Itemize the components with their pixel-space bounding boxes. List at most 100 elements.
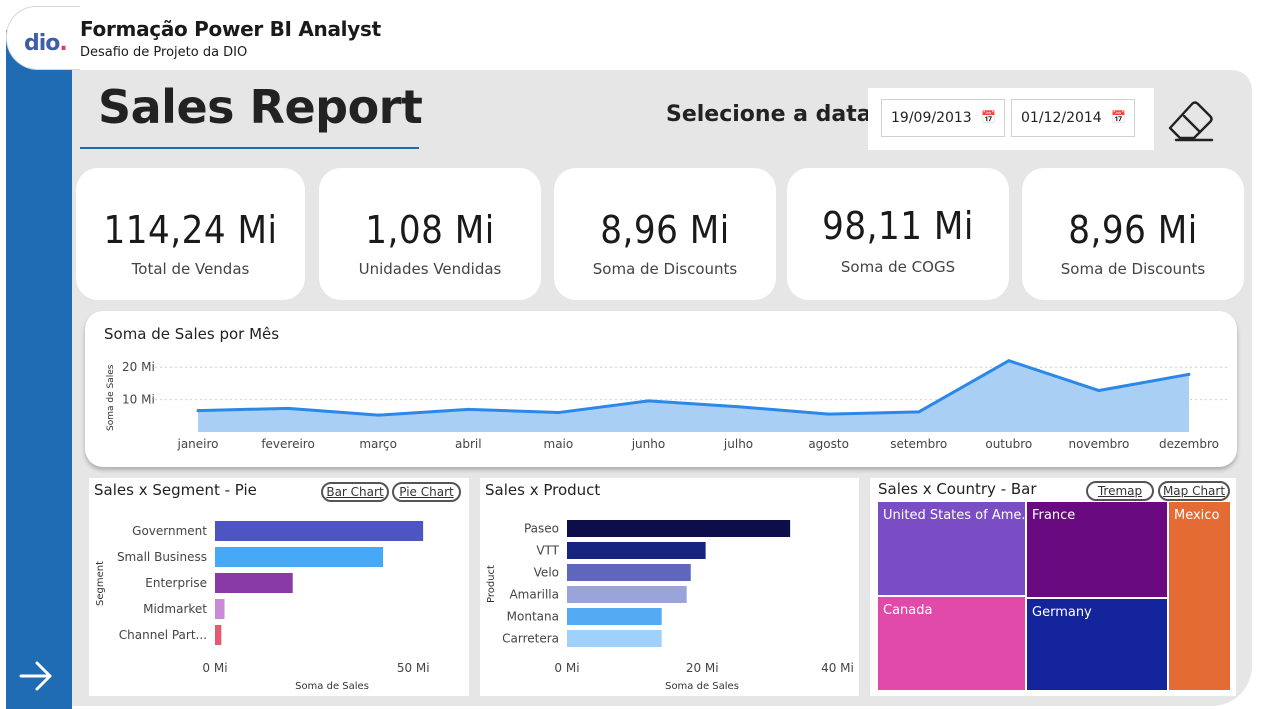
category-label: Small Business	[117, 550, 207, 564]
data-point	[827, 412, 831, 416]
calendar-icon[interactable]: 📅	[981, 110, 996, 124]
bar	[215, 573, 293, 593]
x-tick-label: abril	[455, 437, 482, 451]
kpi-label: Unidades Vendidas	[358, 260, 502, 278]
logo-text: dio.	[24, 31, 68, 56]
chart-title: Soma de Sales por Mês	[104, 325, 280, 343]
x-tick-label: 50 Mi	[397, 661, 430, 675]
kpi-label: Soma de COGS	[840, 258, 956, 276]
sales-segment-chart: Government Small Business Enterprise Midmar…	[95, 521, 430, 692]
treemap-label: United States of Ame...	[883, 508, 1025, 523]
calendar-icon[interactable]: 📅	[1111, 110, 1126, 124]
start-date-value: 19/09/2013	[891, 110, 972, 126]
kpi-card-soma-discounts: 8,96 Mi Soma de Discounts	[554, 168, 776, 300]
sales-product-chart: Paseo VTT Velo Amarilla Montana Carretera 0 Mi…	[486, 520, 854, 692]
bar	[567, 630, 662, 647]
y-axis-label: Segment	[95, 561, 106, 606]
treemap-cell-france[interactable]: France	[1027, 502, 1167, 597]
date-slicer: 19/09/2013 📅 01/12/2014 📅	[868, 88, 1154, 150]
treemap-label: Mexico	[1174, 508, 1220, 523]
logo-word: dio	[24, 31, 60, 56]
treemap-label: France	[1032, 508, 1076, 523]
kpi-value: 8,96 Mi	[600, 208, 730, 252]
treemap-cell-mexico[interactable]: Mexico	[1169, 502, 1230, 690]
treemap-cell-germany[interactable]: Germany	[1027, 599, 1167, 690]
report-title: Sales Report	[98, 80, 423, 134]
kpi-label: Soma de Discounts	[592, 260, 738, 278]
kpi-value: 114,24 Mi	[103, 208, 278, 252]
data-point	[917, 410, 921, 414]
x-tick-label: setembro	[890, 437, 947, 451]
data-point	[556, 411, 560, 415]
kpi-value: 1,08 Mi	[365, 208, 495, 252]
treemap-label: Canada	[883, 603, 933, 618]
category-label: Enterprise	[145, 576, 207, 590]
app-title: Formação Power BI Analyst	[80, 17, 381, 41]
chart-title: Sales x Product	[485, 481, 601, 499]
data-point	[466, 407, 470, 411]
bar	[215, 547, 384, 567]
dio-logo: dio.	[6, 6, 80, 70]
bar	[215, 521, 424, 541]
bar	[567, 608, 662, 625]
sales-country-card: Sales x Country - Bar Tremap Map Chart U…	[870, 478, 1236, 696]
chart-title: Sales x Country - Bar	[878, 480, 1037, 498]
eraser-icon[interactable]	[1164, 96, 1216, 144]
chart-title: Sales x Segment - Pie	[94, 481, 257, 499]
sales-by-month-chart: 10 Mi 20 Mi Soma de Sales janeiro fevereiro m…	[106, 359, 1230, 451]
kpi-card-unidades-vendidas: 1,08 Mi Unidades Vendidas	[319, 168, 541, 300]
x-tick-label: março	[359, 437, 397, 451]
treemap-button[interactable]: Tremap	[1086, 481, 1154, 501]
x-tick-label: janeiro	[176, 437, 218, 451]
category-label: Government	[132, 524, 207, 538]
category-label: VTT	[536, 544, 559, 558]
arrow-right-icon[interactable]	[18, 658, 54, 694]
series-line	[197, 359, 1190, 417]
kpi-value: 8,96 Mi	[1068, 208, 1198, 252]
kpi-label: Total de Vendas	[131, 260, 250, 278]
treemap-cell-usa[interactable]: United States of Ame...	[878, 502, 1025, 595]
x-tick-label: 40 Mi	[821, 661, 854, 675]
start-date-input[interactable]: 19/09/2013 📅	[881, 99, 1005, 137]
x-axis-label: Soma de Sales	[295, 681, 369, 692]
data-point	[286, 406, 290, 410]
data-point	[1007, 359, 1011, 363]
x-tick-label: 0 Mi	[202, 661, 227, 675]
bar	[567, 520, 791, 537]
data-point	[737, 405, 741, 409]
data-point	[376, 413, 380, 417]
area-fill	[198, 360, 1189, 432]
kpi-value: 98,11 Mi	[822, 204, 974, 248]
kpi-card-total-vendas: 114,24 Mi Total de Vendas	[76, 168, 305, 300]
pie-chart-button[interactable]: Pie Chart	[392, 482, 461, 502]
category-label: Channel Part...	[119, 628, 207, 642]
x-tick-label: maio	[544, 437, 574, 451]
bar	[567, 564, 691, 581]
bar	[567, 586, 687, 603]
category-label: Montana	[507, 610, 559, 624]
map-chart-button[interactable]: Map Chart	[1158, 481, 1230, 501]
category-label: Paseo	[524, 522, 559, 536]
bar	[567, 542, 706, 559]
sidebar	[6, 30, 72, 709]
x-tick-label: agosto	[808, 437, 849, 451]
x-tick-label: outubro	[985, 437, 1032, 451]
sales-product-card: Sales x Product Paseo VTT Velo Amarilla Mont…	[480, 478, 859, 696]
kpi-card-soma-cogs: 98,11 Mi Soma de COGS	[787, 168, 1009, 300]
data-point	[196, 409, 200, 413]
end-date-input[interactable]: 01/12/2014 📅	[1011, 99, 1135, 137]
x-tick-label: fevereiro	[261, 437, 315, 451]
kpi-label: Soma de Discounts	[1060, 260, 1206, 278]
x-tick-label: 20 Mi	[686, 661, 719, 675]
sales-by-month-card: Soma de Sales por Mês 10 Mi 20 Mi Soma de …	[85, 311, 1237, 467]
category-label: Amarilla	[509, 588, 559, 602]
bar	[215, 625, 222, 645]
data-point	[646, 399, 650, 403]
treemap-cell-canada[interactable]: Canada	[878, 597, 1025, 690]
x-tick-label: 0 Mi	[554, 661, 579, 675]
title-underline	[80, 147, 419, 149]
category-label: Velo	[534, 566, 559, 580]
y-axis-label: Soma de Sales	[106, 364, 116, 431]
bar-chart-button[interactable]: Bar Chart	[321, 482, 389, 502]
